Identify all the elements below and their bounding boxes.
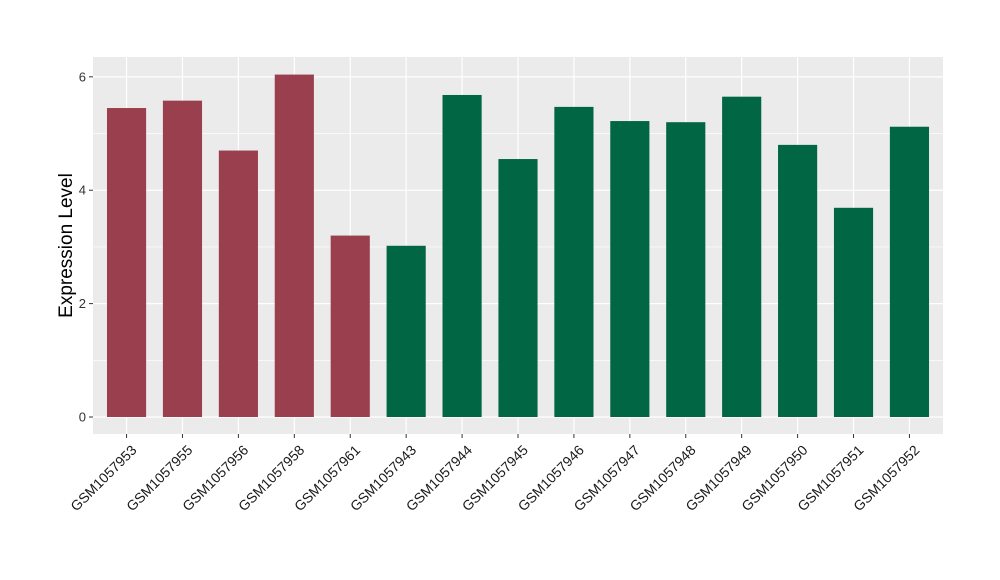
bar-gsm1057947 [610,121,650,417]
bar-gsm1057950 [778,144,818,417]
bar-gsm1057945 [498,159,538,417]
bar-gsm1057952 [889,126,930,417]
y-tick-label: 4 [79,183,86,198]
bar-gsm1057944 [442,94,482,417]
bar-gsm1057961 [330,235,370,417]
bar-gsm1057949 [722,96,762,417]
y-tick-label: 2 [79,296,86,311]
bar-gsm1057946 [554,106,594,417]
x-axis: GSM1057953GSM1057955GSM1057956GSM1057958… [67,434,923,514]
y-axis: 0 2 4 6 [79,69,93,424]
y-tick-label: 6 [79,69,86,84]
bar-gsm1057955 [162,100,203,417]
bars [106,74,930,417]
y-tick-label: 0 [79,409,86,424]
y-axis-title: Expression Level [56,173,77,318]
bar-gsm1057951 [833,207,874,417]
bar-gsm1057948 [666,122,706,417]
bar-gsm1057956 [218,150,258,417]
bar-gsm1057953 [106,108,147,417]
bar-gsm1057943 [386,245,426,417]
bar-gsm1057958 [274,74,314,417]
